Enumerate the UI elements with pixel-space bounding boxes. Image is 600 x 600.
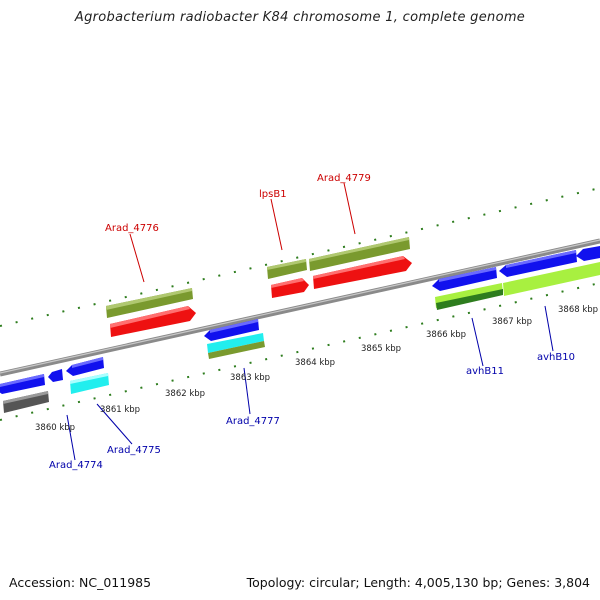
feature-arad-4779[interactable]: [309, 237, 412, 289]
scale-label: 3867 kbp: [492, 317, 532, 327]
scale-label: 3860 kbp: [35, 423, 75, 433]
feature-avhb11[interactable]: [432, 267, 503, 310]
gene-label[interactable]: Arad_4777: [226, 416, 280, 427]
scale-label: 3865 kbp: [361, 344, 401, 354]
upper-tick-row: [0, 187, 600, 327]
feature-arad-4776[interactable]: [106, 288, 196, 337]
feature-avhb10[interactable]: [499, 246, 600, 296]
feature-arad-4775[interactable]: [66, 357, 109, 394]
gene-label[interactable]: avhB10: [537, 352, 575, 363]
scale-label: 3862 kbp: [165, 389, 205, 399]
scale-label: 3868 kbp: [558, 305, 598, 315]
genome-backbone: [0, 238, 600, 377]
scale-label: 3861 kbp: [100, 405, 140, 415]
accession-text: Accession: NC_011985: [9, 575, 152, 590]
feature-lpsb1[interactable]: [267, 259, 309, 298]
gene-label[interactable]: Arad_4775: [107, 445, 161, 456]
gene-label[interactable]: avhB11: [466, 366, 504, 377]
scale-labels: 3860 kbp 3861 kbp 3862 kbp 3863 kbp 3864…: [35, 305, 598, 433]
leader-lines: [66, 182, 554, 461]
gene-labels: Arad_4776 lpsB1 Arad_4779 Arad_4774 Arad…: [49, 173, 575, 471]
gene-label[interactable]: Arad_4774: [49, 460, 103, 471]
page-title: Agrobacterium radiobacter K84 chromosome…: [74, 10, 526, 25]
scale-label: 3864 kbp: [295, 358, 335, 368]
feature-arad-4777[interactable]: [204, 319, 265, 359]
scale-label: 3866 kbp: [426, 330, 466, 340]
gene-label[interactable]: Arad_4779: [317, 173, 371, 184]
scale-label: 3863 kbp: [230, 373, 270, 383]
gene-label[interactable]: Arad_4776: [105, 223, 159, 234]
feature-blue-left-1[interactable]: [0, 374, 45, 394]
feature-blue-left-2[interactable]: [48, 369, 63, 382]
gene-label[interactable]: lpsB1: [259, 189, 287, 200]
feature-arad-4774[interactable]: [3, 391, 49, 413]
lower-tick-row: [0, 282, 600, 421]
topology-text: Topology: circular; Length: 4,005,130 bp…: [246, 575, 590, 590]
